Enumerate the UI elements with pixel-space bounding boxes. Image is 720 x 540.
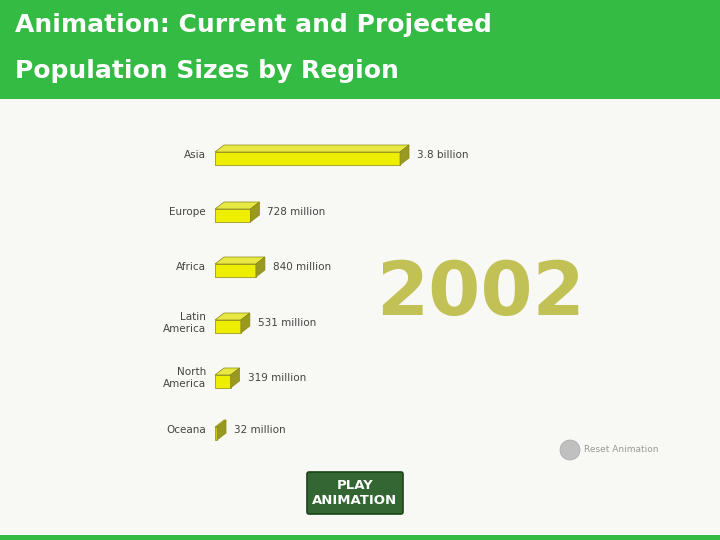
Text: 2002: 2002: [376, 259, 585, 332]
Polygon shape: [217, 420, 226, 440]
Polygon shape: [215, 202, 259, 209]
Polygon shape: [215, 257, 265, 264]
Polygon shape: [215, 145, 409, 152]
Text: Reset Animation: Reset Animation: [584, 446, 659, 455]
Bar: [0, 535, 720, 540]
Text: 32 million: 32 million: [234, 425, 286, 435]
Polygon shape: [400, 145, 409, 165]
Bar: [215, 264, 256, 277]
Text: 319 million: 319 million: [248, 373, 306, 383]
Text: Oceana: Oceana: [166, 425, 206, 435]
Bar: [0, 0, 720, 99]
Circle shape: [560, 440, 580, 460]
Text: 840 million: 840 million: [273, 262, 331, 272]
Text: Africa: Africa: [176, 262, 206, 272]
Text: Asia: Asia: [184, 150, 206, 160]
Text: 531 million: 531 million: [258, 318, 316, 328]
Text: Animation: Current and Projected: Animation: Current and Projected: [15, 13, 492, 37]
Bar: [215, 427, 217, 440]
Text: North
America: North America: [163, 367, 206, 389]
Polygon shape: [215, 368, 240, 375]
Bar: [215, 152, 400, 165]
Polygon shape: [215, 420, 226, 427]
Bar: [215, 209, 251, 222]
Text: PLAY
ANIMATION: PLAY ANIMATION: [312, 479, 397, 507]
Text: 728 million: 728 million: [267, 207, 325, 217]
Text: Latin
America: Latin America: [163, 312, 206, 334]
Polygon shape: [256, 257, 265, 277]
Bar: [215, 375, 230, 388]
Bar: [215, 320, 241, 333]
FancyBboxPatch shape: [307, 472, 403, 514]
Polygon shape: [215, 313, 250, 320]
Text: 3.8 billion: 3.8 billion: [417, 150, 469, 160]
Text: Population Sizes by Region: Population Sizes by Region: [15, 59, 399, 83]
Bar: [0, 99, 720, 540]
Polygon shape: [251, 202, 259, 222]
Text: Europe: Europe: [169, 207, 206, 217]
Polygon shape: [230, 368, 240, 388]
Polygon shape: [241, 313, 250, 333]
